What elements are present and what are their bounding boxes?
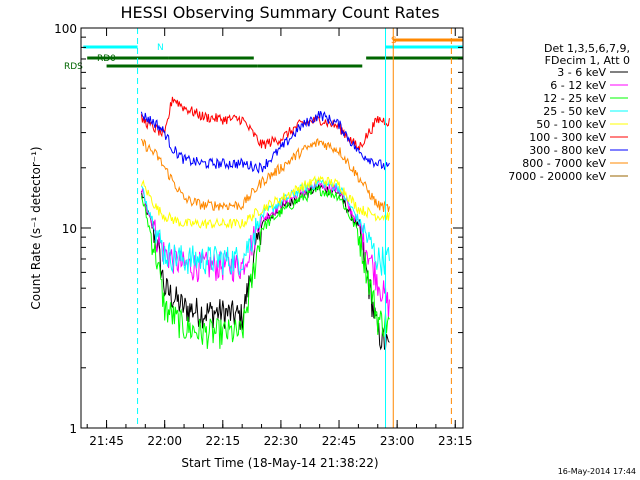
vertical-markers — [137, 28, 452, 428]
generated-timestamp: 16-May-2014 17:44 — [558, 467, 636, 476]
series-line-1 — [140, 179, 390, 320]
legend-entry-label: 12 - 25 keV — [543, 92, 606, 105]
x-tick-label: 22:15 — [206, 434, 241, 448]
flag-bars: N S RD0 RDS — [64, 36, 463, 72]
y-tick-label: 1 — [69, 422, 77, 436]
legend-entry-label: 100 - 300 keV — [529, 131, 606, 144]
legend-entry-label: 3 - 6 keV — [557, 66, 606, 79]
series-line-6 — [140, 111, 390, 174]
x-tick-label: 22:00 — [147, 434, 182, 448]
flag-label: N — [157, 43, 164, 53]
y-axis: 1 10 100 — [54, 22, 463, 436]
flag-label: S — [391, 36, 397, 46]
x-axis: 21:45 22:00 22:15 22:30 22:45 23:00 23:15 — [86, 28, 473, 448]
x-tick-label: 23:15 — [438, 434, 473, 448]
y-tick-label: 10 — [62, 222, 77, 236]
y-tick-label: 100 — [54, 22, 77, 36]
x-axis-label: Start Time (18-May-14 21:38:22) — [181, 456, 378, 470]
legend-header: FDecim 1, Att 0 — [545, 54, 630, 67]
series-line-4 — [140, 175, 390, 230]
x-tick-label: 21:45 — [89, 434, 124, 448]
x-tick-label: 22:45 — [322, 434, 357, 448]
legend-header: Det 1,3,5,6,7,9, — [544, 42, 630, 55]
legend-entry-label: 6 - 12 keV — [550, 79, 606, 92]
legend-entry-label: 25 - 50 keV — [543, 105, 606, 118]
legend-entry-label: 300 - 800 keV — [529, 144, 606, 157]
x-tick-label: 22:30 — [264, 434, 299, 448]
flag-label: RD0 — [97, 54, 116, 64]
legend: Det 1,3,5,6,7,9,FDecim 1, Att 03 - 6 keV… — [508, 42, 630, 183]
series-layer — [140, 96, 390, 351]
y-axis-label: Count Rate (s⁻¹ detector⁻¹) — [29, 146, 43, 309]
legend-entry-label: 7000 - 20000 keV — [508, 170, 606, 183]
x-tick-label: 23:00 — [380, 434, 415, 448]
series-line-2 — [140, 184, 390, 349]
legend-entry-label: 50 - 100 keV — [536, 118, 606, 131]
legend-entry-label: 800 - 7000 keV — [522, 157, 606, 170]
series-line-0 — [140, 184, 390, 351]
flag-label: RDS — [64, 62, 83, 72]
chart-title: HESSI Observing Summary Count Rates — [120, 3, 439, 22]
series-line-7 — [140, 138, 390, 213]
